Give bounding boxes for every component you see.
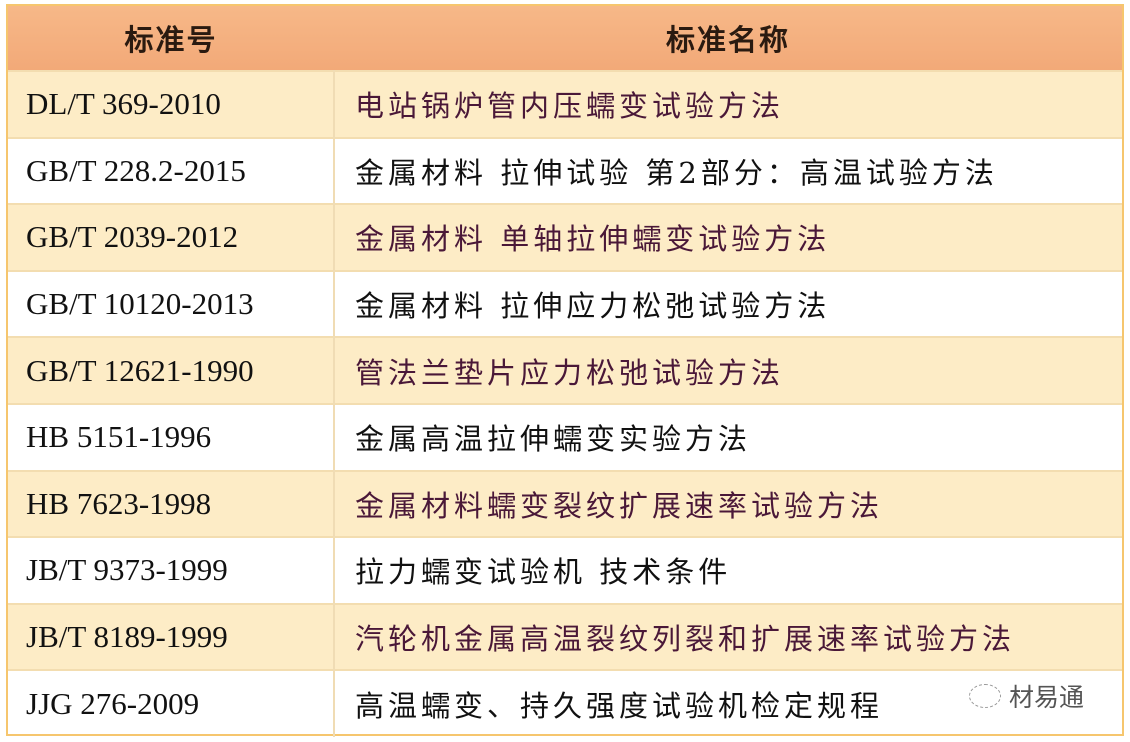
standard-name: 高温蠕变、持久强度试验机检定规程 xyxy=(334,669,1122,737)
standard-name: 金属材料 单轴拉伸蠕变试验方法 xyxy=(334,203,1122,271)
standard-code: JB/T 8189-1999 xyxy=(8,602,335,671)
standard-code: JJG 276-2009 xyxy=(8,669,335,737)
standard-name: 电站锅炉管内压蠕变试验方法 xyxy=(334,70,1122,138)
standard-code: HB 5151-1996 xyxy=(8,402,335,471)
standard-name: 金属材料 拉伸试验 第2部分：高温试验方法 xyxy=(334,136,1122,205)
standard-code: JB/T 9373-1999 xyxy=(8,536,335,604)
table-row: JB/T 8189-1999 汽轮机金属高温裂纹列裂和扩展速率试验方法 xyxy=(8,602,1122,671)
standard-code: HB 7623-1998 xyxy=(8,469,335,538)
standard-name: 金属高温拉伸蠕变实验方法 xyxy=(334,402,1122,471)
table-header-row: 标准号 标准名称 xyxy=(8,6,1122,71)
table-row: GB/T 10120-2013 金属材料 拉伸应力松弛试验方法 xyxy=(8,269,1122,338)
standard-code: GB/T 12621-1990 xyxy=(8,336,335,404)
header-code: 标准号 xyxy=(8,6,334,71)
standard-code: GB/T 10120-2013 xyxy=(8,269,335,338)
table-row: JB/T 9373-1999 拉力蠕变试验机 技术条件 xyxy=(8,536,1122,604)
table-row: HB 7623-1998 金属材料蠕变裂纹扩展速率试验方法 xyxy=(8,469,1122,538)
standard-name: 金属材料蠕变裂纹扩展速率试验方法 xyxy=(334,469,1122,538)
header-name: 标准名称 xyxy=(334,6,1122,71)
wechat-icon xyxy=(968,684,1001,708)
standard-name: 管法兰垫片应力松弛试验方法 xyxy=(334,336,1122,404)
standard-code: GB/T 2039-2012 xyxy=(8,203,335,271)
table-row: HB 5151-1996 金属高温拉伸蠕变实验方法 xyxy=(8,402,1122,471)
standard-code: GB/T 228.2-2015 xyxy=(8,136,335,205)
table-row: GB/T 12621-1990 管法兰垫片应力松弛试验方法 xyxy=(8,336,1122,404)
watermark-text: 材易通 xyxy=(1008,683,1084,712)
standards-table-frame: 标准号 标准名称 DL/T 369-2010 电站锅炉管内压蠕变试验方法 GB/T … xyxy=(6,4,1124,737)
table-row: JJG 276-2009 高温蠕变、持久强度试验机检定规程 xyxy=(8,669,1122,737)
standard-name: 汽轮机金属高温裂纹列裂和扩展速率试验方法 xyxy=(334,602,1122,671)
standard-code: DL/T 369-2010 xyxy=(8,70,335,138)
table-row: DL/T 369-2010 电站锅炉管内压蠕变试验方法 xyxy=(8,70,1122,138)
table-row: GB/T 2039-2012 金属材料 单轴拉伸蠕变试验方法 xyxy=(8,203,1122,271)
table-row: GB/T 228.2-2015 金属材料 拉伸试验 第2部分：高温试验方法 xyxy=(8,136,1122,205)
watermark: 材易通 xyxy=(968,678,1084,714)
standard-name: 金属材料 拉伸应力松弛试验方法 xyxy=(334,269,1122,338)
standards-table: 标准号 标准名称 DL/T 369-2010 电站锅炉管内压蠕变试验方法 GB/T … xyxy=(8,6,1122,737)
standard-name: 拉力蠕变试验机 技术条件 xyxy=(334,536,1122,604)
